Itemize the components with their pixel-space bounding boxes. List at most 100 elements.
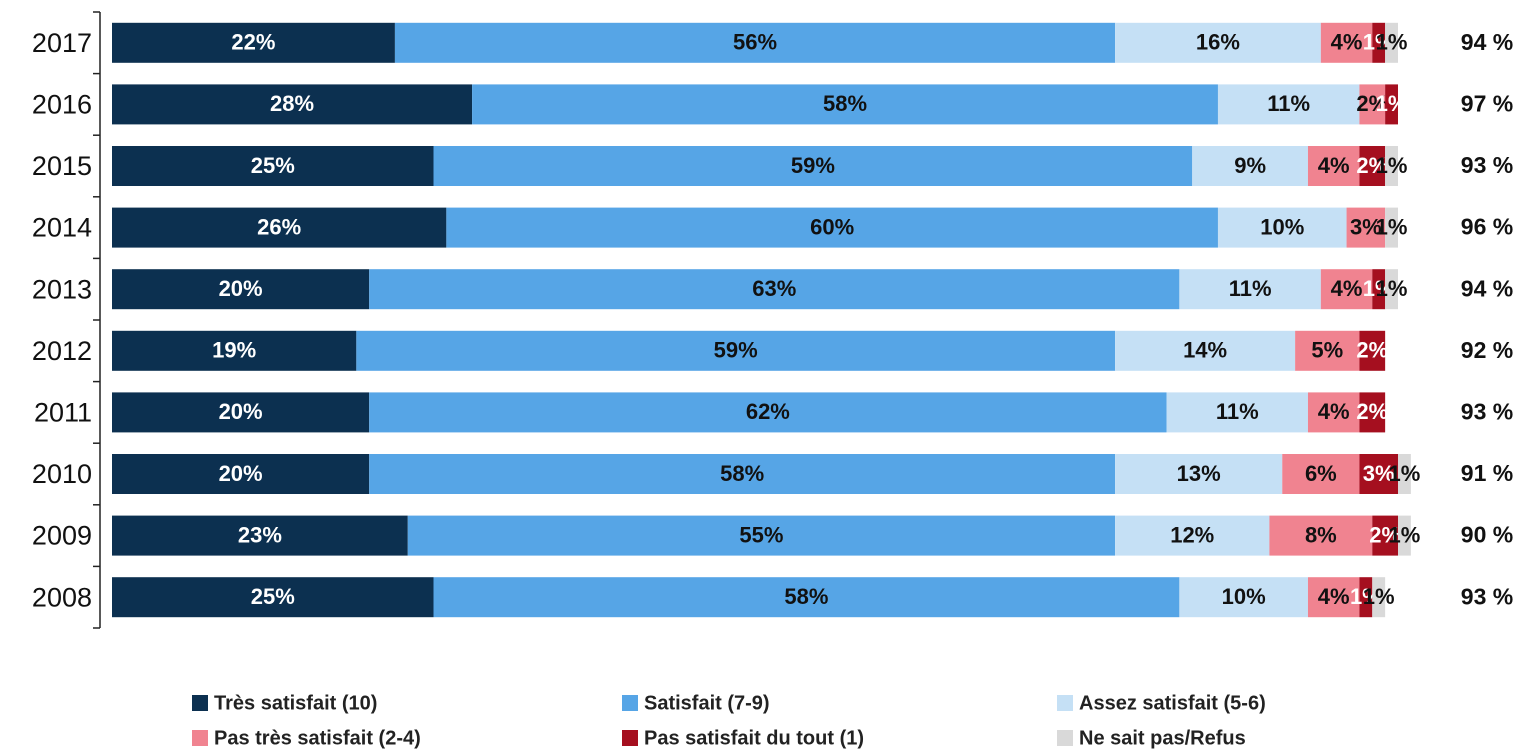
legend-label: Ne sait pas/Refus [1079,727,1246,749]
bar-segment [1385,84,1398,125]
legend-label: Satisfait (7-9) [644,692,770,714]
bar-segment [369,392,1167,433]
data-label: 19% [212,338,256,363]
bar-segment [1385,207,1398,248]
bar-segment [394,22,1116,63]
bar-segment [1115,515,1270,556]
total-label: 91 % [1461,460,1513,486]
bar-segment [112,330,357,371]
data-label: 1% [1376,276,1408,301]
y-tick-label: 2015 [32,151,92,181]
bar-segment [112,207,447,248]
bar-segment [1217,84,1360,125]
legend-swatch [1057,695,1073,711]
bar-segment [1372,269,1386,310]
total-label: 93 % [1461,398,1513,424]
total-label: 93 % [1461,152,1513,178]
bar-segment [1385,146,1398,186]
bar-segment [112,22,395,63]
data-label: 59% [791,153,835,178]
bar-segment [1307,146,1360,186]
bar-segment [1115,22,1321,63]
total-label: 97 % [1461,90,1513,116]
legend-label: Pas très satisfait (2-4) [214,727,421,749]
y-tick-label: 2014 [32,213,92,243]
bar-segment [1346,207,1386,248]
bar-segment [472,84,1218,125]
data-label: 1% [1376,153,1408,178]
total-label: 92 % [1461,337,1513,363]
total-label: 94 % [1461,29,1513,55]
bar-segment [446,207,1218,248]
total-label: 93 % [1461,583,1513,609]
data-label: 4% [1318,153,1350,178]
y-tick-label: 2017 [32,28,92,58]
bar-segment [112,454,370,494]
bar-segment [369,454,1116,494]
data-label: 10% [1222,584,1266,609]
data-label: 1% [1376,91,1408,116]
data-label: 4% [1318,584,1350,609]
bar-segment [112,515,408,556]
bar-segment [407,515,1116,556]
data-label: 20% [219,276,263,301]
data-label: 9% [1234,153,1266,178]
bar-segment [1359,454,1398,494]
data-label: 11% [1216,399,1259,424]
bar-segment [1372,22,1386,63]
bar-segment [112,269,370,310]
bar-segment [433,146,1193,186]
bar-segment [112,577,434,618]
bar-segment [1166,392,1308,433]
data-label: 1% [1363,584,1395,609]
bar-segment [1372,515,1398,556]
legend-swatch [192,730,208,746]
data-label: 20% [219,399,263,424]
bar-segment [112,146,434,186]
legend-swatch [1057,730,1073,746]
data-label: 56% [733,30,777,55]
data-label: 10% [1260,214,1304,239]
legend-swatch [192,695,208,711]
data-label: 14% [1183,338,1227,363]
bar-segment [1295,330,1360,371]
bar-segment [369,269,1180,310]
bar-segment [1398,454,1411,494]
data-label: 2% [1356,91,1388,116]
data-label: 58% [784,584,828,609]
bar-segment [112,392,370,433]
data-label: 25% [251,584,295,609]
data-label: 26% [257,214,301,239]
bar-segment [1359,392,1386,433]
bar-segment [1359,84,1386,125]
y-tick-label: 2010 [32,459,92,489]
data-label: 4% [1331,30,1363,55]
legend-swatch [622,730,638,746]
legend-swatch [622,695,638,711]
data-label: 62% [746,399,790,424]
total-label: 90 % [1461,522,1513,548]
data-label: 1% [1389,461,1421,486]
data-label: 8% [1305,522,1337,547]
total-label: 94 % [1461,275,1513,301]
data-label: 20% [219,461,263,486]
bar-segment [1179,577,1308,618]
data-label: 2% [1356,338,1388,363]
bar-segment [1320,269,1373,310]
bar-segment [1282,454,1360,494]
data-label: 11% [1229,276,1272,301]
data-label: 63% [752,276,796,301]
y-tick-label: 2009 [32,521,92,551]
data-label: 5% [1311,338,1343,363]
bar-segment [1398,515,1411,556]
y-tick-label: 2008 [32,582,92,612]
data-label: 60% [810,214,854,239]
data-label: 12% [1170,522,1214,547]
bar-segment [112,84,473,125]
data-label: 1% [1376,214,1408,239]
data-label: 25% [251,153,295,178]
data-label: 22% [231,30,275,55]
total-label: 96 % [1461,214,1513,240]
data-label: 59% [714,338,758,363]
